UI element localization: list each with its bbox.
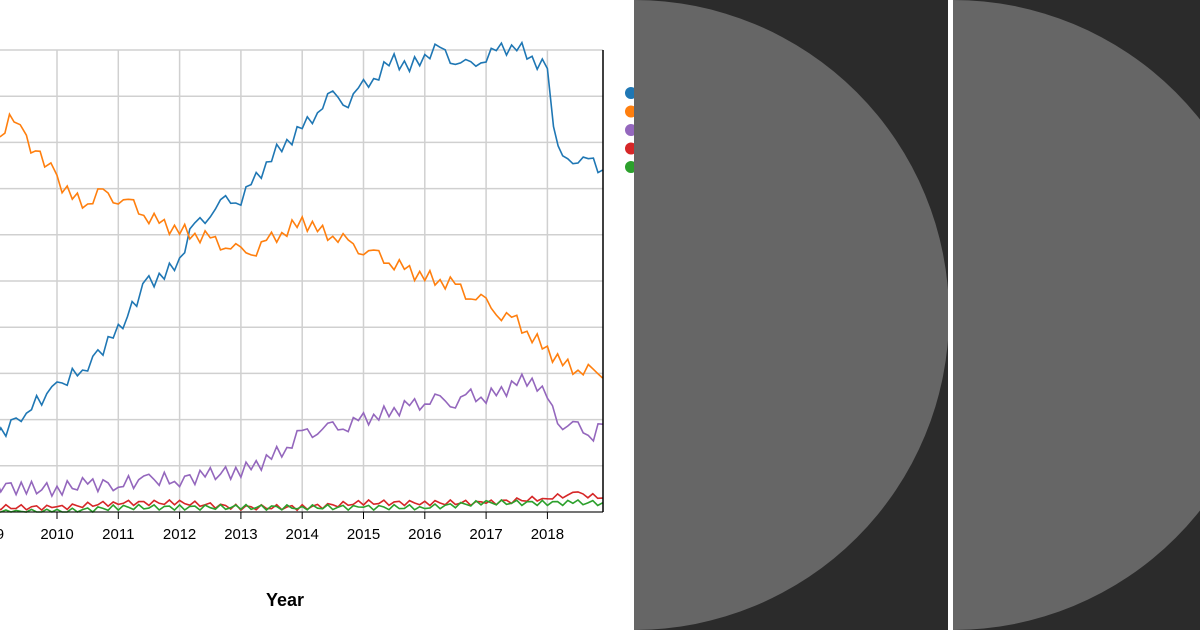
legend-swatch-2	[625, 105, 634, 118]
x-tick-label: 2014	[286, 526, 319, 543]
legend-swatch-4	[625, 142, 634, 155]
series-line-5	[0, 498, 603, 514]
legend-swatch-5	[625, 161, 634, 173]
line-chart: 09 2010 2011 2012 2013 2014 2015 2016 2017 2018 Y…	[0, 40, 634, 610]
x-tick-label: 2011	[102, 526, 134, 543]
x-tick-label: 2010	[40, 526, 73, 543]
x-tick-label: 2016	[408, 526, 441, 543]
legend	[625, 87, 634, 173]
half-disc-shape	[953, 0, 1200, 630]
chart-svg: 09 2010 2011 2012 2013 2014 2015 2016 2017 2018 Y…	[0, 40, 634, 610]
x-tick-label: 2018	[531, 526, 564, 543]
panel-divider	[948, 0, 953, 630]
half-disc-left	[634, 0, 948, 630]
x-tick-label: 09	[0, 526, 4, 543]
x-tick-label: 2012	[163, 526, 196, 543]
half-disc-right	[953, 0, 1200, 630]
x-axis-title: Year	[266, 590, 304, 610]
grid-layer	[0, 49, 603, 513]
series-layer	[0, 40, 604, 514]
series-line-1	[0, 40, 603, 439]
x-tick-label: 2013	[224, 526, 257, 543]
x-tick-label: 2015	[347, 526, 380, 543]
series-line-2	[0, 112, 604, 379]
x-tick-label: 2017	[469, 526, 502, 543]
series-line-3	[0, 372, 603, 499]
dark-panel-left	[634, 0, 948, 630]
legend-swatch-1	[625, 87, 634, 99]
dark-panel-right	[953, 0, 1200, 630]
legend-swatch-3	[625, 124, 634, 136]
half-disc-shape	[634, 0, 948, 630]
axis-layer: 09 2010 2011 2012 2013 2014 2015 2016 2017 2018	[0, 50, 604, 543]
